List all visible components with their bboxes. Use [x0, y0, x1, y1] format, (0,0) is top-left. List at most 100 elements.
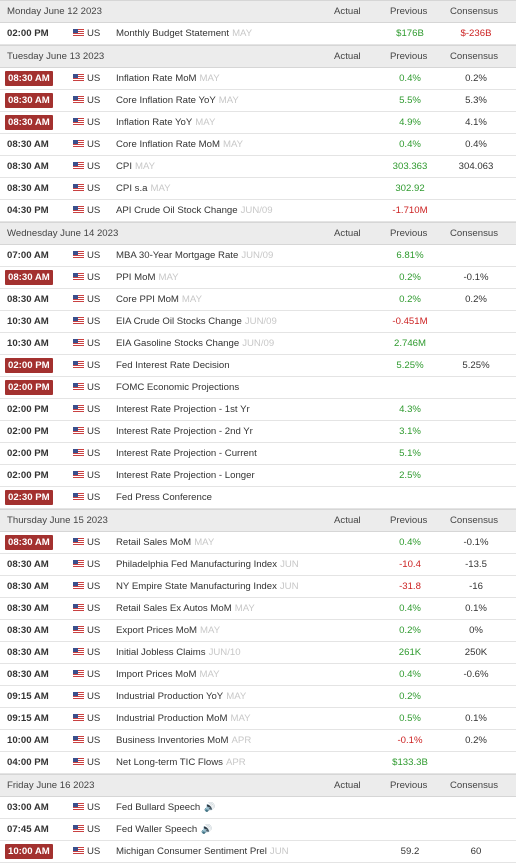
- event-row[interactable]: 02:30 PM US Fed Press Conference: [0, 487, 516, 509]
- event-name-link[interactable]: API Crude Oil Stock Change JUN/09: [116, 200, 273, 221]
- event-name[interactable]: Fed Interest Rate Decision: [116, 360, 230, 371]
- event-name-link[interactable]: Inflation Rate MoM MAY: [116, 68, 220, 89]
- event-row[interactable]: 02:00 PM US FOMC Economic Projections: [0, 377, 516, 399]
- event-name[interactable]: API Crude Oil Stock Change: [116, 205, 238, 216]
- event-name-link[interactable]: CPI s.a MAY: [116, 178, 171, 199]
- event-name-link[interactable]: Core Inflation Rate YoY MAY: [116, 90, 239, 111]
- event-row[interactable]: 02:00 PM US Interest Rate Projection - 2nd…: [0, 421, 516, 443]
- event-row[interactable]: 09:15 AM US Industrial Production MoM MAY 0.…: [0, 708, 516, 730]
- event-name[interactable]: Net Long-term TIC Flows: [116, 757, 223, 768]
- event-name[interactable]: PPI MoM: [116, 272, 156, 283]
- event-row[interactable]: 10:30 AM US EIA Crude Oil Stocks Change JUN…: [0, 311, 516, 333]
- event-name[interactable]: Business Inventories MoM: [116, 735, 229, 746]
- event-name-link[interactable]: Core PPI MoM MAY: [116, 289, 202, 310]
- event-name[interactable]: MBA 30-Year Mortgage Rate: [116, 250, 239, 261]
- event-name-link[interactable]: Business Inventories MoM APR: [116, 730, 251, 751]
- event-name[interactable]: Interest Rate Projection - Longer: [116, 470, 255, 481]
- event-name-link[interactable]: Fed Bullard Speech 🔊: [116, 797, 215, 818]
- event-row[interactable]: 08:30 AM US Retail Sales Ex Autos MoM MAY 0.…: [0, 598, 516, 620]
- event-row[interactable]: 08:30 AM US Initial Jobless Claims JUN/10 26…: [0, 642, 516, 664]
- event-name[interactable]: Monthly Budget Statement: [116, 28, 230, 39]
- event-row[interactable]: 10:00 AM US Michigan Consumer Sentiment Pr…: [0, 841, 516, 863]
- event-name-link[interactable]: Retail Sales MoM MAY: [116, 532, 214, 553]
- event-name[interactable]: Industrial Production YoY: [116, 691, 224, 702]
- event-name[interactable]: Export Prices MoM: [116, 625, 198, 636]
- event-name[interactable]: Industrial Production MoM: [116, 713, 228, 724]
- event-row[interactable]: 08:30 AM US PPI MoM MAY 0.2% -0.1%: [0, 267, 516, 289]
- event-name-link[interactable]: Monthly Budget Statement MAY: [116, 23, 252, 44]
- event-name[interactable]: Fed Bullard Speech: [116, 802, 201, 813]
- event-row[interactable]: 07:45 AM US Fed Waller Speech 🔊: [0, 819, 516, 841]
- event-name[interactable]: CPI s.a: [116, 183, 148, 194]
- event-name[interactable]: FOMC Economic Projections: [116, 382, 240, 393]
- event-name-link[interactable]: Industrial Production YoY MAY: [116, 686, 246, 707]
- event-row[interactable]: 09:15 AM US Industrial Production YoY MAY 0.…: [0, 686, 516, 708]
- event-row[interactable]: 02:00 PM US Monthly Budget Statement MAY $17…: [0, 23, 516, 45]
- event-row[interactable]: 08:30 AM US Inflation Rate YoY MAY 4.9% 4.1%: [0, 112, 516, 134]
- event-row[interactable]: 08:30 AM US Core Inflation Rate MoM MAY 0.4%…: [0, 134, 516, 156]
- event-name[interactable]: NY Empire State Manufacturing Index: [116, 581, 277, 592]
- event-row[interactable]: 02:00 PM US Interest Rate Projection - 1st…: [0, 399, 516, 421]
- event-name[interactable]: EIA Crude Oil Stocks Change: [116, 316, 242, 327]
- event-name-link[interactable]: Interest Rate Projection - 1st Yr: [116, 399, 250, 420]
- event-name-link[interactable]: Interest Rate Projection - Current: [116, 443, 257, 464]
- event-row[interactable]: 03:00 AM US Fed Bullard Speech 🔊: [0, 797, 516, 819]
- event-name-link[interactable]: Interest Rate Projection - 2nd Yr: [116, 421, 253, 442]
- event-row[interactable]: 02:00 PM US Fed Interest Rate Decision 5.25…: [0, 355, 516, 377]
- event-name-link[interactable]: Philadelphia Fed Manufacturing Index JUN: [116, 554, 299, 575]
- event-name[interactable]: Core Inflation Rate MoM: [116, 139, 220, 150]
- event-name[interactable]: Interest Rate Projection - Current: [116, 448, 257, 459]
- event-name-link[interactable]: Fed Press Conference: [116, 487, 212, 508]
- event-name-link[interactable]: Fed Waller Speech 🔊: [116, 819, 212, 840]
- event-name-link[interactable]: Retail Sales Ex Autos MoM MAY: [116, 598, 255, 619]
- event-name[interactable]: Philadelphia Fed Manufacturing Index: [116, 559, 278, 570]
- event-name[interactable]: Inflation Rate MoM: [116, 73, 197, 84]
- event-name[interactable]: Core Inflation Rate YoY: [116, 95, 216, 106]
- event-row[interactable]: 08:30 AM US Core Inflation Rate YoY MAY 5.5%…: [0, 90, 516, 112]
- event-name[interactable]: Interest Rate Projection - 2nd Yr: [116, 426, 253, 437]
- event-name-link[interactable]: Initial Jobless Claims JUN/10: [116, 642, 241, 663]
- event-row[interactable]: 07:00 AM US MBA 30-Year Mortgage Rate JUN/0…: [0, 245, 516, 267]
- event-name[interactable]: Michigan Consumer Sentiment Prel: [116, 846, 267, 857]
- event-row[interactable]: 08:30 AM US Core PPI MoM MAY 0.2% 0.2%: [0, 289, 516, 311]
- event-row[interactable]: 02:00 PM US Interest Rate Projection - Cur…: [0, 443, 516, 465]
- event-row[interactable]: 02:00 PM US Interest Rate Projection - Lon…: [0, 465, 516, 487]
- event-name-link[interactable]: EIA Gasoline Stocks Change JUN/09: [116, 333, 274, 354]
- event-name-link[interactable]: EIA Crude Oil Stocks Change JUN/09: [116, 311, 277, 332]
- event-row[interactable]: 10:00 AM US Business Inventories MoM APR -0.…: [0, 730, 516, 752]
- event-name[interactable]: EIA Gasoline Stocks Change: [116, 338, 240, 349]
- event-row[interactable]: 08:30 AM US CPI MAY 303.363 304.063: [0, 156, 516, 178]
- event-name-link[interactable]: Interest Rate Projection - Longer: [116, 465, 255, 486]
- event-name[interactable]: Initial Jobless Claims: [116, 647, 206, 658]
- event-row[interactable]: 08:30 AM US Export Prices MoM MAY 0.2% 0%: [0, 620, 516, 642]
- event-name[interactable]: CPI: [116, 161, 132, 172]
- event-name-link[interactable]: Industrial Production MoM MAY: [116, 708, 251, 729]
- event-name-link[interactable]: FOMC Economic Projections: [116, 377, 239, 398]
- event-name-link[interactable]: CPI MAY: [116, 156, 155, 177]
- event-name[interactable]: Fed Press Conference: [116, 492, 212, 503]
- event-row[interactable]: 08:30 AM US Retail Sales MoM MAY 0.4% -0.1%: [0, 532, 516, 554]
- event-name[interactable]: Interest Rate Projection - 1st Yr: [116, 404, 250, 415]
- event-row[interactable]: 08:30 AM US CPI s.a MAY 302.92: [0, 178, 516, 200]
- event-name[interactable]: Inflation Rate YoY: [116, 117, 193, 128]
- event-name[interactable]: Retail Sales Ex Autos MoM: [116, 603, 232, 614]
- event-name-link[interactable]: Inflation Rate YoY MAY: [116, 112, 215, 133]
- event-row[interactable]: 04:30 PM US API Crude Oil Stock Change JUN/…: [0, 200, 516, 222]
- event-row[interactable]: 08:30 AM US Philadelphia Fed Manufacturing…: [0, 554, 516, 576]
- event-name[interactable]: Import Prices MoM: [116, 669, 197, 680]
- event-name-link[interactable]: Michigan Consumer Sentiment Prel JUN: [116, 841, 289, 862]
- event-name[interactable]: Fed Waller Speech: [116, 824, 198, 835]
- event-name-link[interactable]: NY Empire State Manufacturing Index JUN: [116, 576, 299, 597]
- event-row[interactable]: 08:30 AM US NY Empire State Manufacturing …: [0, 576, 516, 598]
- event-name-link[interactable]: MBA 30-Year Mortgage Rate JUN/09: [116, 245, 273, 266]
- event-row[interactable]: 10:30 AM US EIA Gasoline Stocks Change JUN/…: [0, 333, 516, 355]
- event-name[interactable]: Core PPI MoM: [116, 294, 179, 305]
- event-row[interactable]: 08:30 AM US Import Prices MoM MAY 0.4% -0.6%: [0, 664, 516, 686]
- event-row[interactable]: 04:00 PM US Net Long-term TIC Flows APR $133…: [0, 752, 516, 774]
- event-name-link[interactable]: Export Prices MoM MAY: [116, 620, 220, 641]
- event-name-link[interactable]: PPI MoM MAY: [116, 267, 179, 288]
- event-row[interactable]: 08:30 AM US Inflation Rate MoM MAY 0.4% 0.2%: [0, 68, 516, 90]
- event-name-link[interactable]: Net Long-term TIC Flows APR: [116, 752, 246, 773]
- event-name-link[interactable]: Import Prices MoM MAY: [116, 664, 220, 685]
- event-name-link[interactable]: Fed Interest Rate Decision: [116, 355, 230, 376]
